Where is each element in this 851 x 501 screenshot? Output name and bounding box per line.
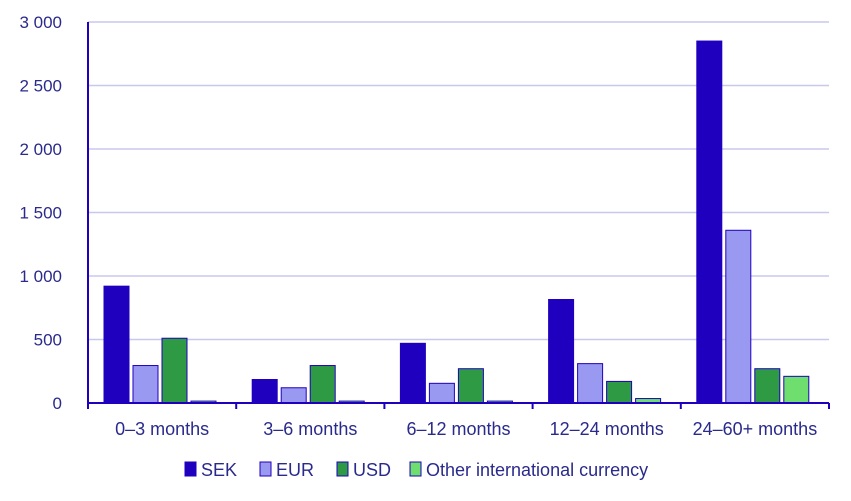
legend-label: USD	[353, 460, 391, 480]
y-tick-label: 1 500	[19, 204, 62, 223]
x-category-label: 24–60+ months	[693, 419, 818, 439]
axes	[87, 22, 830, 409]
legend-swatch	[184, 461, 197, 477]
bar-eur	[132, 365, 159, 404]
bar-eur	[428, 382, 455, 404]
x-category-labels: 0–3 months 3–6 months 6–12 months 12–24 mon…	[115, 419, 817, 439]
bar-usd	[606, 380, 633, 404]
bar-usd	[754, 368, 781, 404]
legend-swatch	[409, 461, 422, 477]
y-tick-label: 2 000	[19, 140, 62, 159]
bar-sek	[103, 285, 130, 404]
y-tick-label: 500	[34, 331, 62, 350]
legend-swatch	[259, 461, 272, 477]
bar-eur	[725, 229, 752, 404]
bar-sek	[548, 298, 575, 404]
y-tick-label: 0	[53, 394, 62, 413]
bar-usd	[457, 368, 484, 404]
bars	[103, 40, 810, 404]
bar-sek	[399, 342, 426, 404]
bar-sek	[696, 40, 723, 404]
legend: SEK EUR USD Other international currency	[184, 460, 648, 480]
legend-label: Other international currency	[426, 460, 648, 480]
legend-swatch	[336, 461, 349, 477]
y-tick-labels: 0 500 1 000 1 500 2 000 2 500 3 000	[19, 13, 62, 413]
bar-eur	[577, 363, 604, 404]
legend-label: EUR	[276, 460, 314, 480]
x-category-label: 12–24 months	[550, 419, 664, 439]
bar-eur	[280, 387, 307, 404]
y-tick-label: 2 500	[19, 77, 62, 96]
y-tick-label: 1 000	[19, 267, 62, 286]
bar-sek	[251, 379, 278, 404]
x-category-label: 3–6 months	[263, 419, 357, 439]
bar-usd	[309, 365, 336, 404]
bar-other-international-currency	[783, 375, 810, 404]
y-tick-label: 3 000	[19, 13, 62, 32]
bar-usd	[161, 337, 188, 404]
legend-label: SEK	[201, 460, 237, 480]
x-category-label: 6–12 months	[406, 419, 510, 439]
x-category-label: 0–3 months	[115, 419, 209, 439]
